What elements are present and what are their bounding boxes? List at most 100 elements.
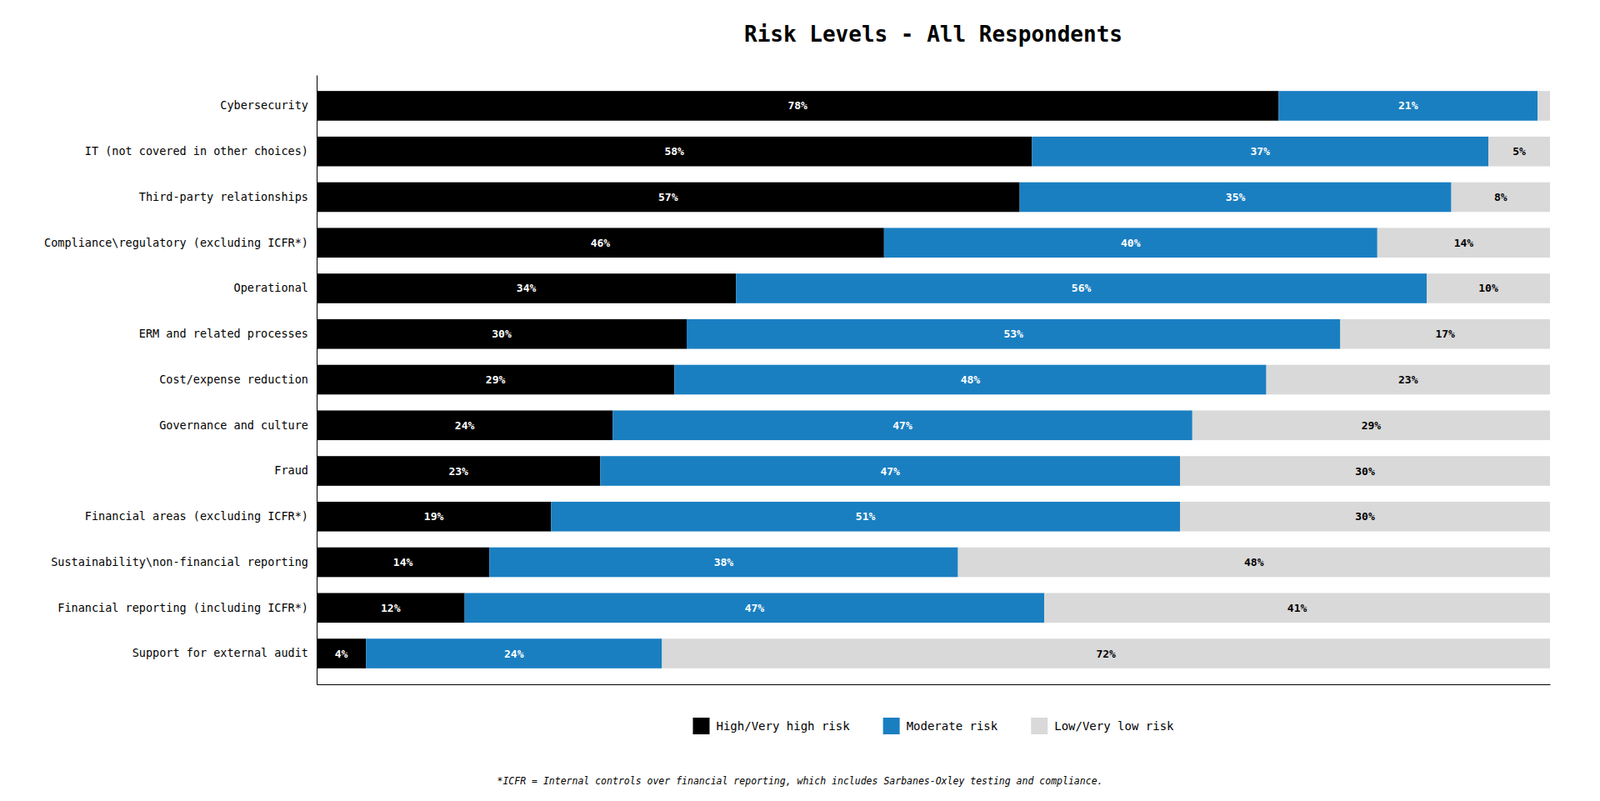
y-tick-label: Financial areas (excluding ICFR*): [85, 509, 309, 523]
y-tick-label: Operational: [234, 280, 309, 295]
data-label: 19%: [424, 510, 445, 523]
legend-swatch: [1030, 717, 1048, 735]
legend: High/Very high risk Moderate risk Low/Very…: [692, 717, 1175, 735]
bar: [1377, 227, 1550, 258]
y-tick: Compliance\regulatory (excluding ICFR*): [44, 235, 309, 250]
data-label: 30%: [491, 327, 512, 340]
data-label: 35%: [1225, 190, 1246, 204]
data-label: 38%: [714, 555, 735, 569]
legend-swatch: [692, 717, 710, 735]
data-label: 23%: [448, 465, 469, 478]
data-label: 10%: [1478, 281, 1499, 295]
bar: [316, 319, 687, 350]
bar: [316, 182, 1020, 213]
y-tick-label: Cybersecurity: [220, 98, 309, 112]
bar: [686, 319, 1340, 350]
series-bars: [661, 90, 1550, 669]
bar: [316, 90, 1279, 121]
y-tick: Third-party relationships: [139, 190, 309, 204]
y-tick-label: Cost/expense reduction: [159, 372, 309, 386]
data-label: 14%: [393, 555, 414, 569]
data-label: 78%: [787, 99, 808, 112]
data-label: 29%: [1361, 419, 1382, 432]
data-label: 48%: [960, 373, 981, 386]
y-tick: Financial areas (excluding ICFR*): [85, 509, 309, 523]
bar: [316, 136, 1032, 167]
data-label: 46%: [590, 236, 611, 250]
bar: [1340, 319, 1550, 350]
data-label: 41%: [1287, 601, 1308, 615]
bar: [1266, 365, 1550, 395]
y-tick-label: Sustainability\non-financial reporting: [50, 555, 309, 569]
data-label: 40%: [1120, 236, 1141, 250]
bar: [316, 592, 465, 623]
data-label: 30%: [1355, 510, 1375, 523]
bar: [884, 227, 1378, 258]
y-tick: Fraud: [274, 463, 309, 477]
data-label: 53%: [1003, 327, 1024, 340]
chart: Risk Levels - All Respondents78%58%57%46…: [0, 0, 1600, 801]
bar: [1537, 90, 1550, 121]
data-label: 21%: [1398, 99, 1419, 112]
bar: [465, 592, 1045, 623]
data-label: 30%: [1355, 465, 1375, 478]
y-tick-label: Third-party relationships: [139, 190, 309, 204]
data-label: 58%: [664, 145, 685, 158]
y-tick: ERM and related processes: [139, 326, 309, 340]
y-tick: Cost/expense reduction: [159, 372, 309, 386]
legend-label: Low/Very low risk: [1054, 719, 1175, 733]
bar: [674, 365, 1266, 395]
data-label: 24%: [504, 647, 525, 660]
y-tick-label: Fraud: [274, 463, 309, 477]
data-label: 12%: [380, 601, 401, 615]
bar: [1488, 136, 1550, 167]
data-label: 14%: [1454, 236, 1475, 250]
bar: [550, 501, 1180, 532]
legend-item: Low/Very low risk: [1030, 717, 1175, 735]
y-tick: Governance and culture: [159, 418, 309, 432]
bar: [600, 455, 1180, 486]
y-axis-line: [316, 75, 318, 685]
bar: [1278, 90, 1538, 121]
y-tick: Financial reporting (including ICFR*): [57, 600, 309, 615]
bar: [316, 547, 490, 578]
data-label: 47%: [745, 601, 765, 615]
bar: [316, 638, 366, 669]
bar: [365, 638, 662, 669]
bar: [735, 273, 1427, 304]
bar: [316, 501, 551, 532]
bar: [489, 547, 958, 578]
bar: [1044, 592, 1550, 623]
bar: [1451, 182, 1550, 213]
bar: [1180, 455, 1550, 486]
bar: [612, 410, 1193, 440]
bar: [1192, 410, 1550, 440]
footnote: *ICFR = Internal controls over financial…: [497, 775, 1104, 787]
y-tick-label: Support for external audit: [132, 645, 309, 660]
data-label: 51%: [855, 510, 876, 523]
legend-label: High/Very high risk: [715, 719, 850, 733]
bar: [316, 410, 613, 440]
data-label: 56%: [1071, 281, 1092, 295]
data-labels: 78%58%57%46%34%30%29%24%23%19%14%12%4%21…: [335, 99, 1526, 660]
y-tick: Cybersecurity: [220, 98, 309, 112]
data-label: 4%: [335, 647, 349, 660]
data-label: 37%: [1250, 145, 1270, 158]
x-axis-line: [317, 684, 1551, 685]
legend-swatch: [883, 717, 900, 735]
y-tick-label: Financial reporting (including ICFR*): [57, 600, 309, 615]
x-axis: [317, 684, 1551, 685]
data-label: 34%: [516, 281, 537, 295]
bar: [1180, 501, 1550, 532]
bars: [316, 90, 1550, 669]
legend-item: Moderate risk: [883, 717, 999, 735]
y-tick-label: Compliance\regulatory (excluding ICFR*): [44, 235, 309, 250]
y-axis: Cybersecurity IT (not covered in other ch…: [44, 75, 317, 685]
bar: [316, 455, 600, 486]
y-tick: IT (not covered in other choices): [85, 144, 309, 158]
y-tick-label: ERM and related processes: [139, 326, 309, 340]
bar: [316, 365, 675, 395]
bar: [958, 547, 1550, 578]
title: Risk Levels - All Respondents: [744, 21, 1123, 47]
data-label: 29%: [485, 373, 506, 386]
